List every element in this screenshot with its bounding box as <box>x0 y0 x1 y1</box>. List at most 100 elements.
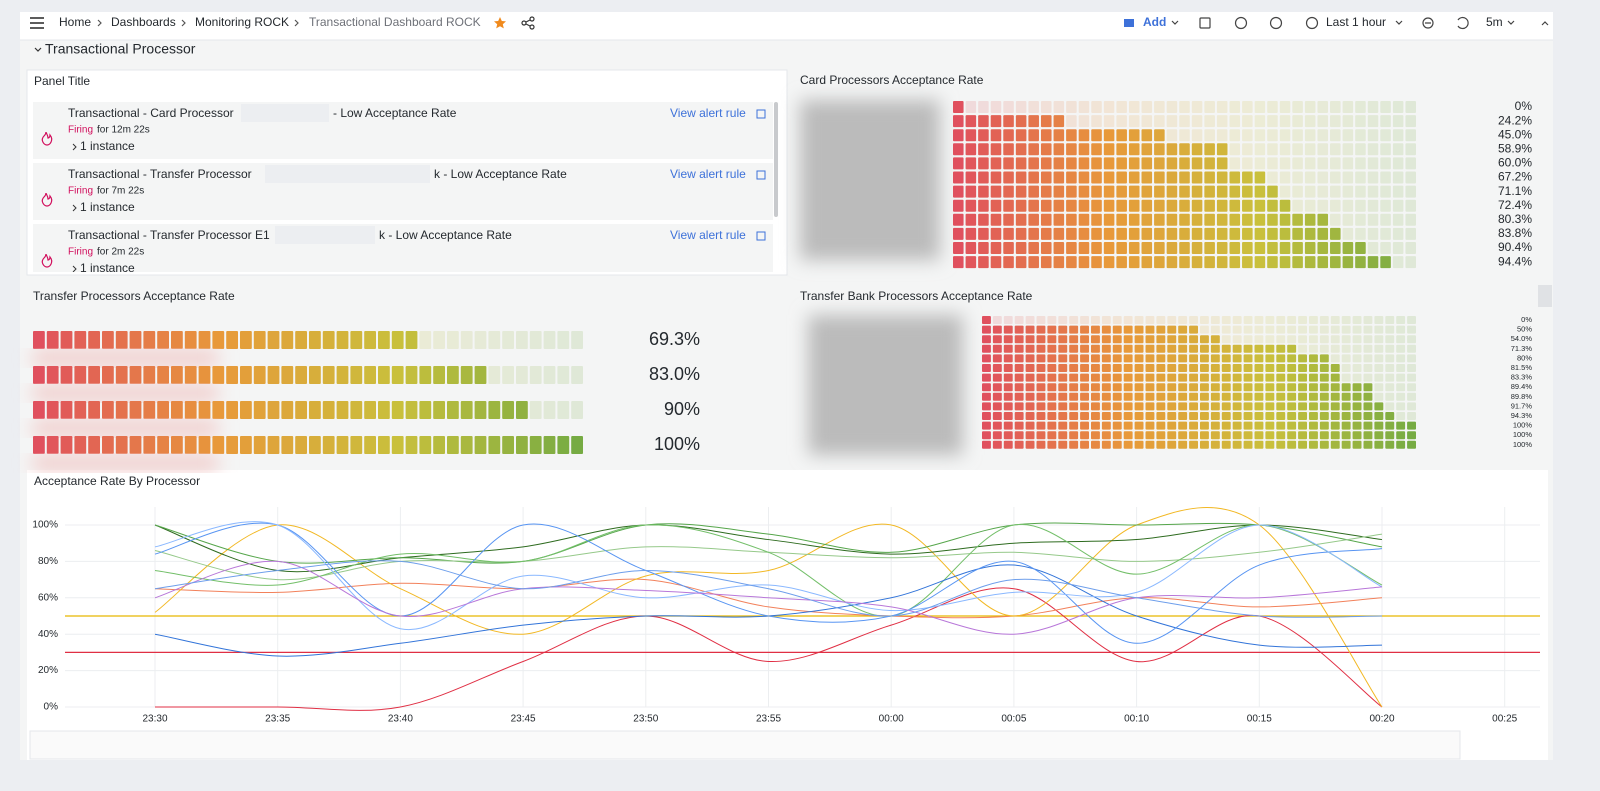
alert-instances[interactable]: 1 instance <box>80 139 135 153</box>
gauge-cell <box>1128 242 1140 254</box>
gauge-cell <box>1003 316 1013 324</box>
gauge-cell <box>1167 421 1177 430</box>
gauge-cell <box>990 129 1002 142</box>
gauge-cell <box>46 331 59 349</box>
gauge-cell <box>1341 316 1351 324</box>
breadcrumb: Transactional Dashboard ROCK <box>309 15 481 29</box>
gauge-cell <box>1210 431 1220 440</box>
alert-link[interactable]: View alert rule <box>670 106 746 120</box>
gauge-cell <box>1091 335 1100 344</box>
gauge-cell <box>1189 316 1198 324</box>
gauge-bar <box>953 115 1065 128</box>
alert-instances[interactable]: 1 instance <box>80 261 135 275</box>
blurred-name <box>33 421 218 435</box>
gauge-cell <box>1167 335 1177 344</box>
gauge-cell <box>990 227 1002 240</box>
gauge-cell <box>1003 227 1014 240</box>
toolbar-icons[interactable] <box>1171 16 1549 30</box>
row-title[interactable]: Transactional Processor <box>45 41 196 57</box>
alert-item <box>33 224 773 272</box>
gauge-cell <box>33 436 45 454</box>
gauge-cell <box>405 331 418 349</box>
breadcrumb[interactable]: Dashboards <box>111 15 176 29</box>
gauge-cell <box>1254 171 1266 184</box>
gauge-value: 80% <box>1517 353 1532 362</box>
gauge-cell <box>1330 402 1340 411</box>
gauge-cell <box>226 331 238 349</box>
gauge-cell <box>1156 412 1166 420</box>
gauge-value: 0% <box>1521 315 1532 324</box>
gauge-value: 89.8% <box>1511 392 1533 401</box>
share-icon[interactable] <box>521 16 535 30</box>
gauge-cell <box>1319 412 1329 420</box>
gauge-track <box>1341 364 1416 372</box>
gauge-cell <box>1385 344 1395 353</box>
gauge-cell <box>1112 364 1122 372</box>
alert-link[interactable]: View alert rule <box>670 228 746 242</box>
star-icon[interactable] <box>494 17 506 29</box>
refresh-interval[interactable]: 5m <box>1486 15 1503 29</box>
gauge-cell <box>1134 325 1144 334</box>
gauge-cell <box>1014 325 1024 334</box>
gauge-cell <box>1134 383 1144 392</box>
gauge-cell <box>1385 316 1395 324</box>
gauge-cell <box>1156 344 1166 353</box>
gauge-cell <box>1396 383 1406 392</box>
gauge-cell <box>516 331 528 349</box>
gauge-cell <box>1287 383 1297 392</box>
gauge-cell <box>1243 344 1253 353</box>
series-line <box>154 506 1383 708</box>
blurred-legend <box>808 315 963 455</box>
row-chevron[interactable] <box>34 47 42 52</box>
gauge-cell <box>1341 344 1351 353</box>
gauge-track <box>965 101 1416 113</box>
alert-link[interactable]: View alert rule <box>670 167 746 181</box>
gauge-value: 60.0% <box>1498 156 1532 170</box>
gauge-cell <box>1298 325 1307 334</box>
gauge-cell <box>1374 335 1384 344</box>
series-line <box>154 522 1383 564</box>
gauge-cell <box>1091 143 1102 156</box>
gauge-cell <box>1101 325 1111 334</box>
gauge-cell <box>1265 421 1275 430</box>
add-icon[interactable] <box>1124 19 1134 27</box>
gauge-cell <box>433 436 445 454</box>
blurred-name <box>33 386 218 400</box>
gauge-cell <box>1028 129 1039 142</box>
add-button[interactable]: Add <box>1143 15 1166 29</box>
gauge-cell <box>184 401 197 419</box>
breadcrumb[interactable]: Home <box>59 15 91 29</box>
time-range[interactable]: Last 1 hour <box>1326 15 1386 29</box>
gauge-cell <box>982 316 991 324</box>
gauge-cell <box>1204 199 1215 212</box>
gauge-cell <box>1363 344 1373 353</box>
gauge-cell <box>1265 364 1275 372</box>
gauge-value: 72.4% <box>1498 198 1532 212</box>
gauge-cell <box>33 366 45 384</box>
scrollbar[interactable] <box>774 102 778 217</box>
panel-menu[interactable] <box>1538 285 1552 307</box>
gauge-cell <box>1166 213 1178 226</box>
gauge-cell <box>1178 354 1188 363</box>
gauge-cell <box>1254 256 1266 269</box>
gauge-cell <box>1392 199 1404 212</box>
gauge-cell <box>1112 431 1122 440</box>
gauge-cell <box>1036 354 1046 363</box>
alert-instances[interactable]: 1 instance <box>80 200 135 214</box>
gauge-cell <box>1396 316 1406 324</box>
gauge-cell <box>253 401 266 419</box>
gauge-cell <box>1116 256 1127 269</box>
gauge-cell <box>1053 242 1065 254</box>
gauge-cell <box>1232 354 1242 363</box>
gauge-cell <box>143 366 156 384</box>
gauge-cell <box>1080 344 1089 353</box>
breadcrumb[interactable]: Monitoring ROCK <box>195 15 289 29</box>
gauge-cell <box>1091 364 1100 372</box>
gauge-cell <box>1385 373 1395 382</box>
gauge-cell <box>46 366 59 384</box>
alert-list: Transactional - Card Processor - Low Acce… <box>33 102 773 275</box>
menu-icon[interactable] <box>30 17 44 29</box>
gauge-cell <box>1047 383 1057 392</box>
gauge-cell <box>1221 364 1231 372</box>
gauge-cell <box>571 436 583 454</box>
